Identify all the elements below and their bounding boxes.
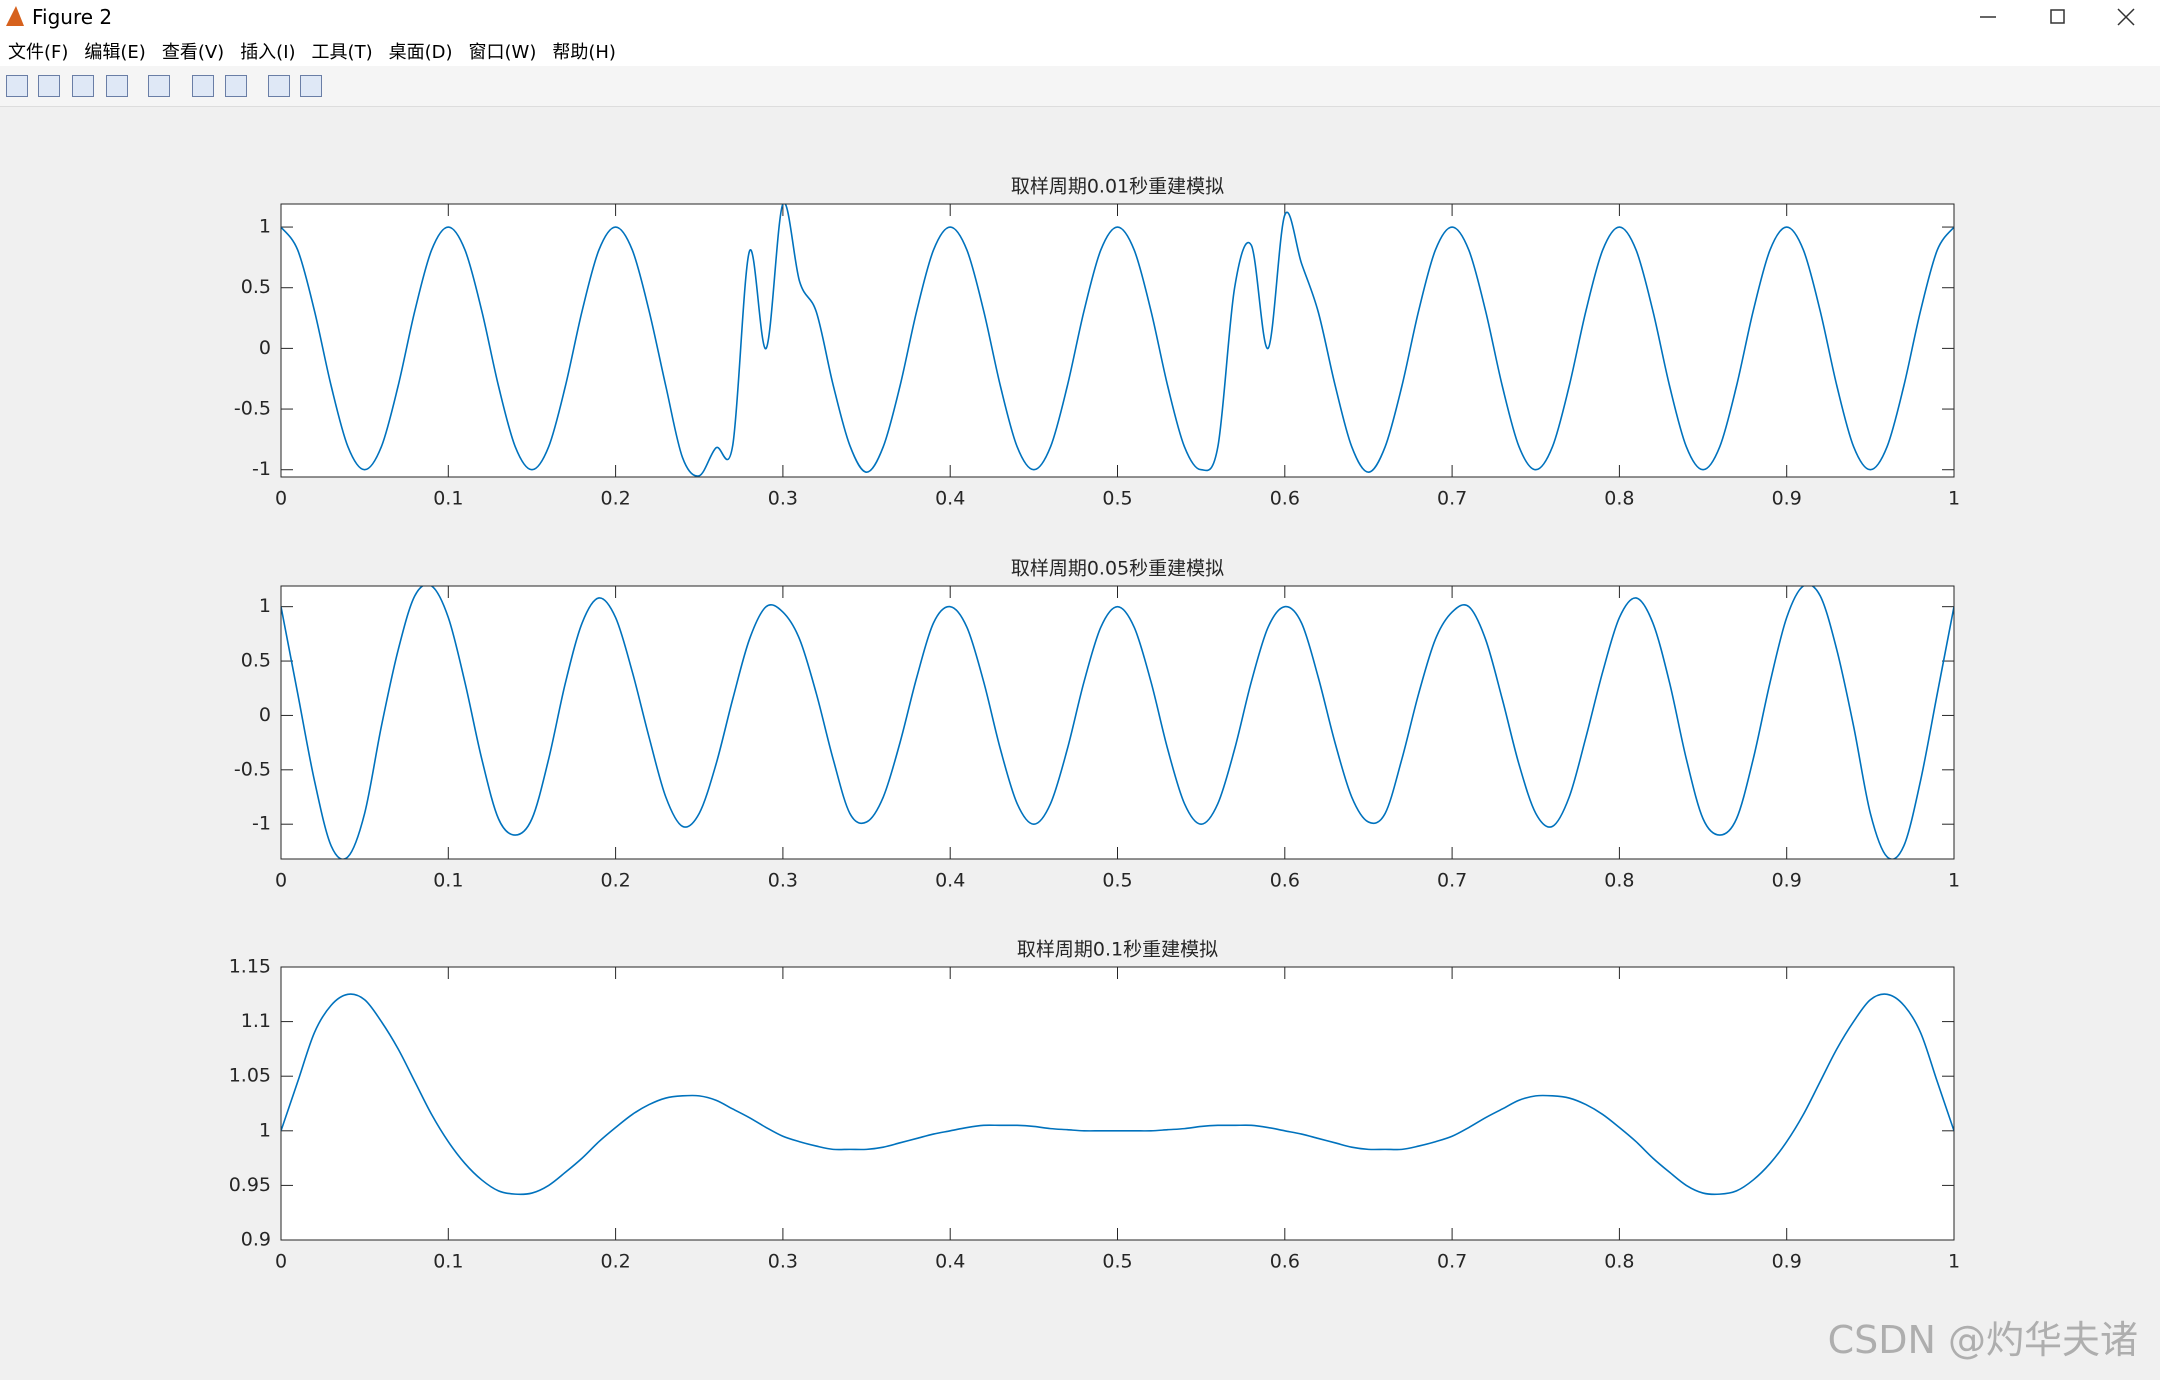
tool-pointer[interactable] <box>268 75 290 97</box>
signal-line <box>281 204 1954 477</box>
y-tick-label: 0.5 <box>241 650 271 672</box>
x-tick-label: 0.9 <box>1772 488 1802 510</box>
toolbar <box>0 66 2160 107</box>
y-tick-label: 1 <box>259 1119 271 1141</box>
axes-title: 取样周期0.05秒重建模拟 <box>1011 558 1224 580</box>
x-tick-label: 0.4 <box>935 488 965 510</box>
x-tick-label: 0.1 <box>433 488 463 510</box>
y-tick-label: -1 <box>252 458 271 480</box>
y-tick-label: 1.05 <box>229 1065 271 1087</box>
y-tick-label: 1.1 <box>241 1010 271 1032</box>
window-title: Figure 2 <box>32 5 113 29</box>
axes-background <box>281 586 1954 859</box>
menu-item[interactable]: 帮助(H) <box>552 42 616 63</box>
title-bar: Figure 2 <box>0 0 2160 34</box>
y-tick-label: 1 <box>259 216 271 238</box>
y-tick-label: 1 <box>259 595 271 617</box>
x-tick-label: 0 <box>275 488 287 510</box>
x-tick-label: 0 <box>275 870 287 892</box>
tool-legend[interactable] <box>225 75 247 97</box>
tool-open[interactable] <box>38 75 60 97</box>
x-tick-label: 0.1 <box>433 870 463 892</box>
x-tick-label: 0.2 <box>600 488 630 510</box>
axes-box <box>280 585 1955 860</box>
x-tick-label: 0.7 <box>1437 488 1467 510</box>
x-tick-label: 0.8 <box>1604 870 1634 892</box>
menu-item[interactable]: 查看(V) <box>161 42 225 63</box>
axes-title: 取样周期0.01秒重建模拟 <box>1011 176 1224 198</box>
axes-box <box>280 203 1955 478</box>
x-tick-label: 0.6 <box>1270 1251 1300 1273</box>
menu-item[interactable]: 窗口(W) <box>468 42 537 63</box>
axes-background <box>281 204 1954 477</box>
y-tick-label: 0.5 <box>241 276 271 298</box>
y-tick-label: 1.15 <box>229 956 271 978</box>
window-controls[interactable] <box>1960 0 2160 34</box>
signal-line <box>281 586 1954 859</box>
axes-box <box>280 966 1955 1241</box>
x-tick-label: 0.8 <box>1604 488 1634 510</box>
x-tick-label: 0.6 <box>1270 870 1300 892</box>
x-tick-label: 0.9 <box>1772 1251 1802 1273</box>
x-tick-label: 0.7 <box>1437 870 1467 892</box>
tool-new[interactable] <box>6 75 28 97</box>
y-tick-label: -1 <box>252 813 271 835</box>
app-icon <box>6 6 24 26</box>
x-tick-label: 0.4 <box>935 1251 965 1273</box>
x-tick-label: 0.2 <box>600 1251 630 1273</box>
x-tick-label: 0.7 <box>1437 1251 1467 1273</box>
y-tick-label: -0.5 <box>234 398 271 420</box>
y-tick-label: 0.9 <box>241 1229 271 1251</box>
y-tick-label: 0.95 <box>229 1174 271 1196</box>
menu-item[interactable]: 文件(F) <box>8 42 69 63</box>
x-tick-label: 0.5 <box>1102 488 1132 510</box>
x-tick-label: 0.2 <box>600 870 630 892</box>
y-tick-label: 0 <box>259 337 271 359</box>
axes-title: 取样周期0.1秒重建模拟 <box>1017 939 1218 961</box>
y-tick-label: 0 <box>259 704 271 726</box>
menu-item[interactable]: 工具(T) <box>311 42 373 63</box>
tool-save[interactable] <box>72 75 94 97</box>
tool-property[interactable] <box>300 75 322 97</box>
axes-background <box>281 967 1954 1240</box>
tool-colorbar[interactable] <box>192 75 214 97</box>
menu-bar: 文件(F) 编辑(E) 查看(V) 插入(I) 工具(T) 桌面(D) 窗口(W) 帮助(H) <box>0 34 2160 66</box>
x-tick-label: 0.3 <box>768 1251 798 1273</box>
x-tick-label: 1 <box>1948 1251 1960 1273</box>
x-tick-label: 0.1 <box>433 1251 463 1273</box>
x-tick-label: 0.3 <box>768 870 798 892</box>
x-tick-label: 0.6 <box>1270 488 1300 510</box>
x-tick-label: 1 <box>1948 488 1960 510</box>
x-tick-label: 0.3 <box>768 488 798 510</box>
tool-link[interactable] <box>148 75 170 97</box>
tool-print[interactable] <box>106 75 128 97</box>
x-tick-label: 0.5 <box>1102 1251 1132 1273</box>
x-tick-label: 0.9 <box>1772 870 1802 892</box>
x-tick-label: 0.8 <box>1604 1251 1634 1273</box>
x-tick-label: 1 <box>1948 870 1960 892</box>
menu-item[interactable]: 插入(I) <box>240 42 296 63</box>
x-tick-label: 0.5 <box>1102 870 1132 892</box>
y-tick-label: -0.5 <box>234 758 271 780</box>
watermark: CSDN @灼华夫诸 <box>1827 1318 2138 1362</box>
menu-item[interactable]: 桌面(D) <box>388 42 453 63</box>
x-tick-label: 0 <box>275 1251 287 1273</box>
menu-item[interactable]: 编辑(E) <box>84 42 146 63</box>
x-tick-label: 0.4 <box>935 870 965 892</box>
signal-line <box>281 993 1954 1196</box>
